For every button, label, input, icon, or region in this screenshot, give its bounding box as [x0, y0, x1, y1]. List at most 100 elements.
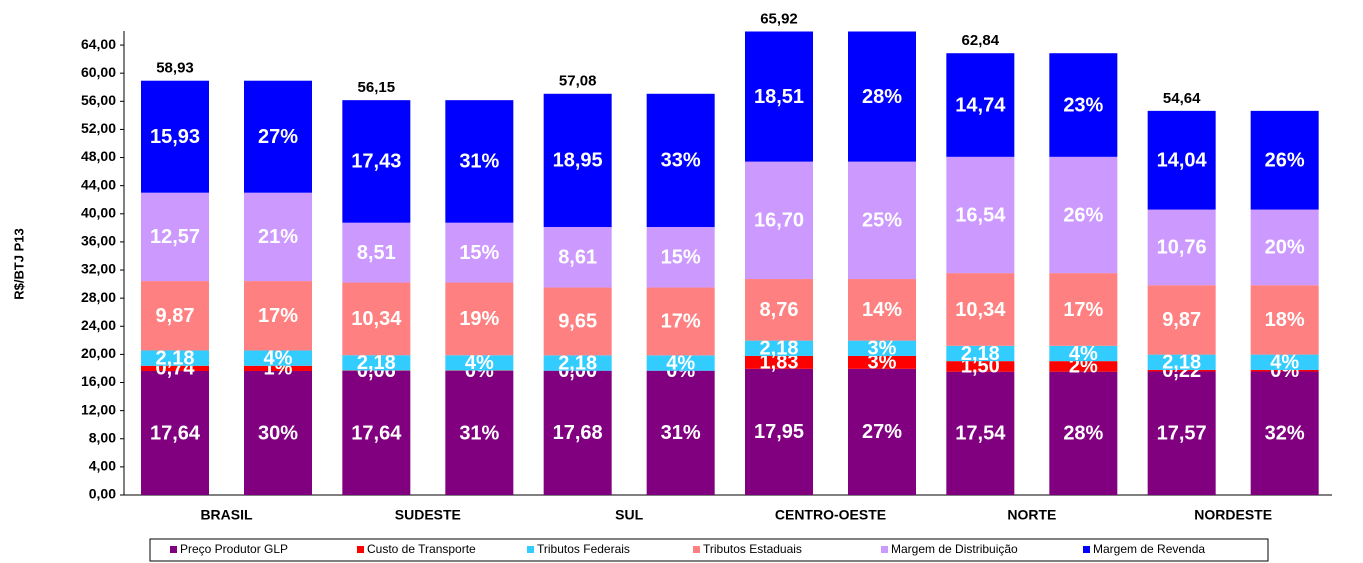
legend-swatch [527, 546, 534, 553]
legend-label: Margem de Distribuição [891, 542, 1018, 556]
bar-segment [141, 365, 209, 371]
data-label: 14,74 [955, 94, 1006, 116]
bar-segment [543, 355, 612, 371]
data-label: 28% [1063, 423, 1103, 445]
bar-segment [445, 100, 514, 223]
bar-segment [946, 361, 1015, 372]
bar-segment [342, 370, 411, 495]
x-tick-label: SUL [615, 507, 643, 523]
bar-segment [848, 355, 916, 369]
bar-segment [342, 282, 411, 356]
data-label: 8,51 [357, 242, 396, 264]
data-label: 27% [258, 126, 298, 148]
data-label: 4% [1069, 343, 1098, 365]
data-label: 19% [459, 308, 499, 330]
legend-box [149, 538, 1269, 562]
y-tick-label: 24,00 [81, 317, 116, 333]
legend-swatch [693, 546, 700, 553]
legend-label: Custo de Transporte [367, 542, 476, 556]
bar-segment [445, 222, 514, 283]
y-tick-label: 48,00 [81, 148, 116, 164]
total-label: 62,84 [962, 32, 1000, 49]
data-label: 28% [862, 86, 902, 108]
data-label: 17,57 [1157, 423, 1207, 445]
x-tick-label: NORTE [1007, 507, 1056, 523]
bar-segment [141, 370, 209, 495]
bar-segment [1250, 369, 1319, 372]
data-label: 2% [1069, 356, 1098, 378]
legend-label: Preço Produtor GLP [180, 542, 288, 556]
data-label: 1,50 [961, 356, 1000, 378]
data-label: 17,43 [351, 151, 401, 173]
bar-segment [1049, 361, 1118, 372]
data-label: 18,95 [553, 150, 603, 172]
y-axis-label: R$/BTJ P13 [11, 228, 26, 300]
bar-segment [946, 371, 1015, 495]
bar-segment [946, 273, 1015, 346]
data-label: 8,61 [558, 247, 597, 269]
data-label: 17,64 [150, 422, 201, 444]
data-label: 4% [666, 352, 695, 374]
data-label: 17% [258, 305, 298, 327]
data-label: 1,83 [760, 352, 799, 374]
data-label: 31% [459, 151, 499, 173]
data-label: 17% [661, 311, 701, 333]
bar-segment [244, 370, 312, 495]
bar-segment [646, 227, 715, 288]
data-label: 16,54 [955, 204, 1006, 226]
data-label: 3% [868, 352, 897, 374]
y-tick-label: 12,00 [81, 401, 116, 417]
bar-segment [141, 350, 209, 366]
data-label: 2,18 [156, 347, 195, 369]
legend-swatch [357, 546, 364, 553]
data-label: 10,34 [955, 299, 1006, 321]
data-label: 26% [1265, 149, 1305, 171]
total-label: 58,93 [156, 60, 194, 77]
bar-segment [1049, 156, 1118, 274]
data-label: 9,87 [1162, 309, 1201, 331]
legend-swatch [170, 546, 177, 553]
bar-segment [244, 281, 312, 351]
y-tick-label: 40,00 [81, 204, 116, 220]
y-tick-label: 44,00 [81, 176, 116, 192]
bar-segment [342, 222, 411, 283]
bar-segment [445, 370, 514, 495]
bar-segment [244, 80, 312, 193]
data-label: 31% [661, 422, 701, 444]
data-label: 17% [1063, 299, 1103, 321]
y-tick-label: 32,00 [81, 261, 116, 277]
bar-segment [141, 80, 209, 193]
bar-segment [946, 156, 1015, 274]
data-label: 17,54 [955, 423, 1006, 445]
y-tick-label: 36,00 [81, 233, 116, 249]
data-label: 4% [264, 347, 293, 369]
bar-segment [1250, 285, 1319, 355]
bar-segment [342, 355, 411, 371]
data-label: 21% [258, 226, 298, 248]
bar-segment [646, 287, 715, 356]
data-label: 10,34 [351, 308, 402, 330]
data-label: 9,87 [156, 305, 195, 327]
total-label: 54,64 [1163, 90, 1201, 107]
data-label: 17,64 [351, 422, 402, 444]
data-label: 15% [661, 247, 701, 269]
bar-segment [1250, 209, 1319, 286]
bar-segment [946, 345, 1015, 362]
bar-segment [445, 355, 514, 371]
data-label: 17,68 [553, 422, 603, 444]
data-label: 31% [459, 422, 499, 444]
data-label: 14,04 [1157, 149, 1208, 171]
data-label: 4% [465, 352, 494, 374]
y-tick-label: 56,00 [81, 92, 116, 108]
bar-segment [848, 340, 916, 356]
y-tick-label: 16,00 [81, 373, 116, 389]
bar-segment [646, 355, 715, 371]
data-label: 15% [459, 242, 499, 264]
bar-segment [848, 279, 916, 341]
data-label: 14% [862, 299, 902, 321]
bar-segment [1049, 371, 1118, 495]
bar-segment [1147, 285, 1216, 355]
data-label: 2,18 [558, 352, 597, 374]
data-label: 15,93 [150, 126, 200, 148]
